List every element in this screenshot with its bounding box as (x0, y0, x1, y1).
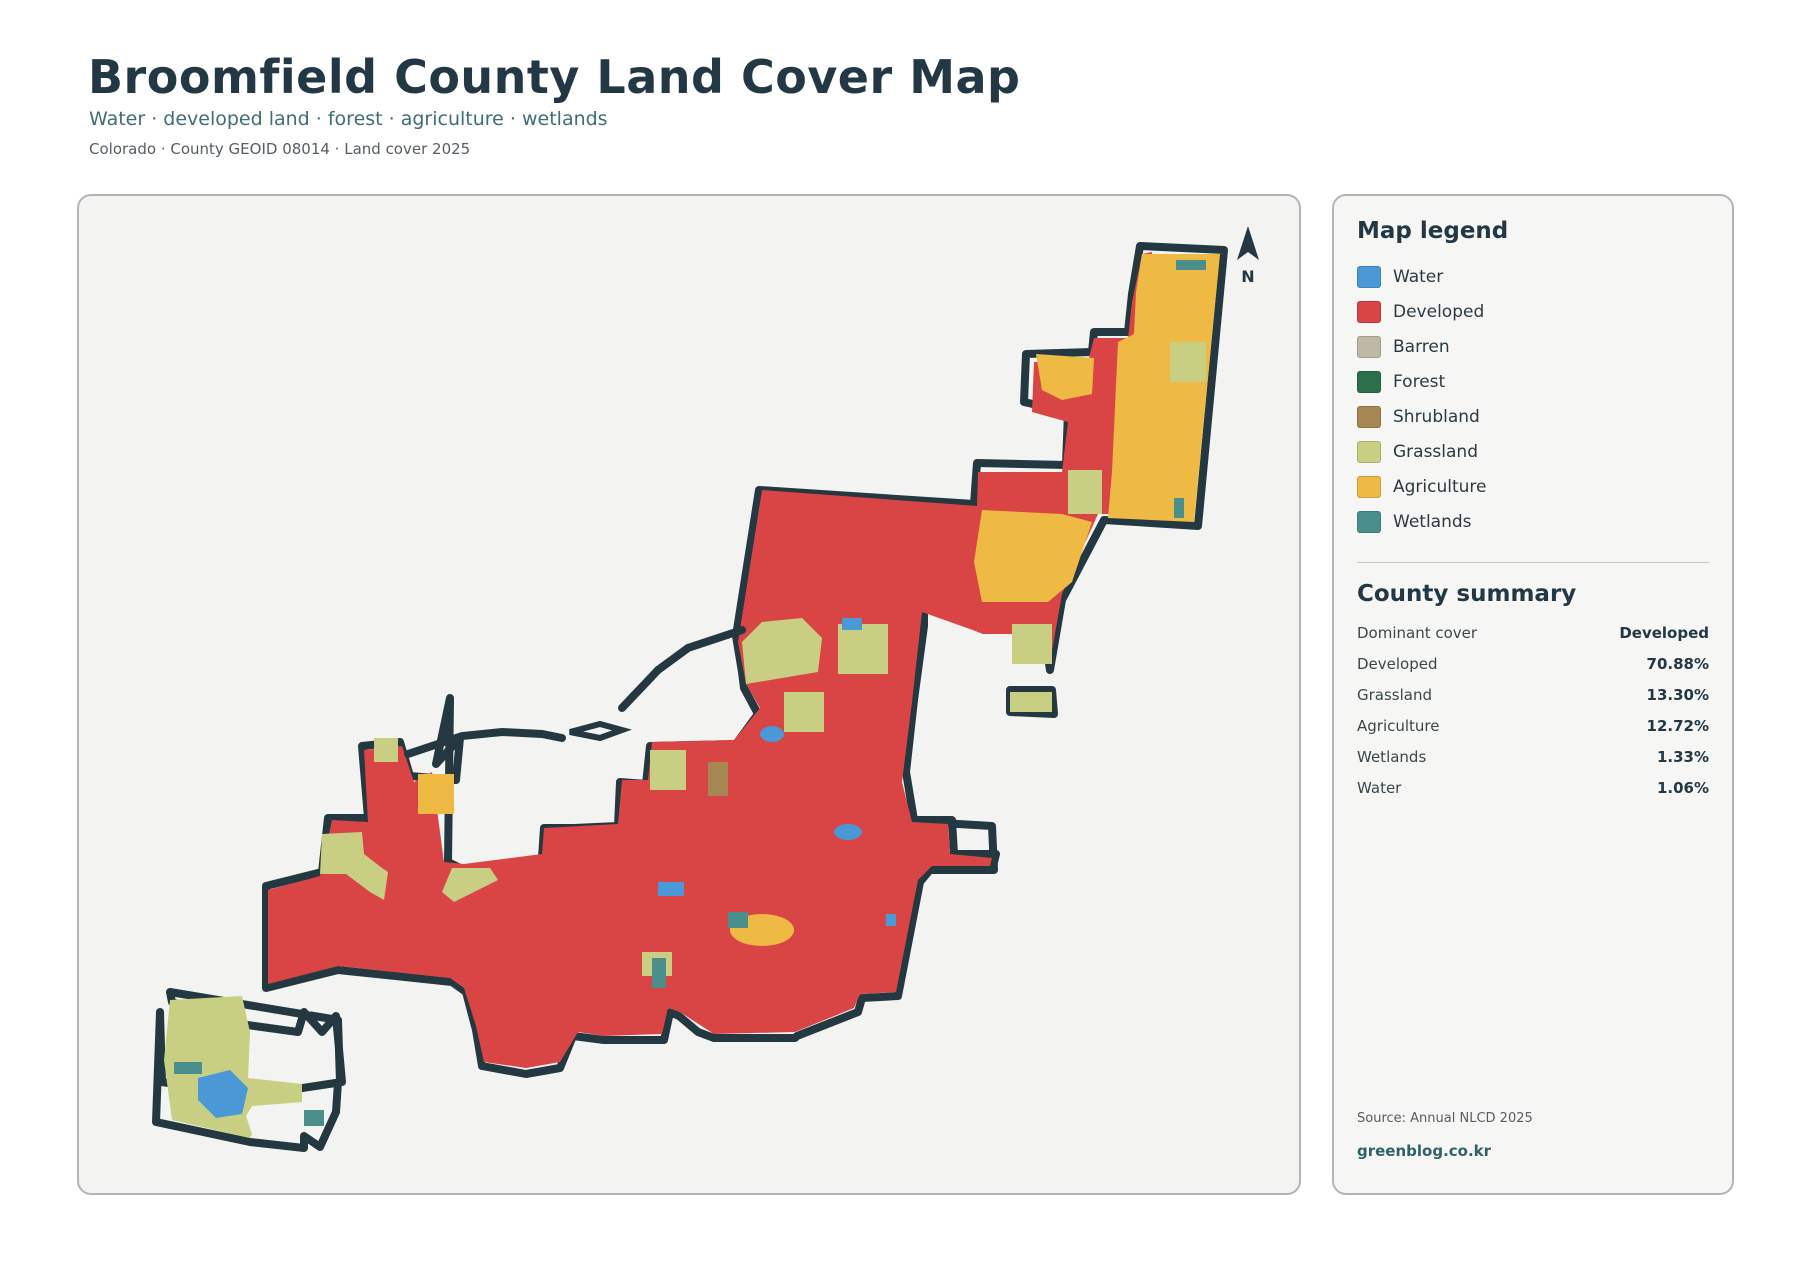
grassland-area-west-park (164, 996, 302, 1138)
map-panel[interactable]: N (77, 194, 1301, 1195)
land-cover-map[interactable]: N (79, 196, 1301, 1195)
summary-label: Dominant cover (1357, 624, 1478, 642)
summary-row-agriculture: Agriculture 12.72% (1357, 717, 1709, 735)
grassland-area-mid-north-2 (784, 692, 824, 732)
legend-swatch-wetlands (1357, 511, 1381, 533)
agriculture-area-west (418, 774, 454, 814)
water-area-north (760, 726, 784, 742)
panel-divider (1357, 562, 1709, 563)
north-arrow: N (1237, 226, 1259, 286)
agriculture-area-mid-east (974, 510, 1092, 602)
legend-label: Water (1393, 267, 1444, 287)
county-boundary-main (262, 242, 1228, 1078)
summary-value: 70.88% (1646, 655, 1709, 673)
page-subtitle: Water · developed land · forest · agricu… (89, 108, 608, 130)
agriculture-area-northeast (1108, 254, 1220, 522)
wetlands-area-east (1174, 498, 1184, 518)
north-label: N (1241, 267, 1254, 286)
shrubland-area (708, 762, 728, 796)
summary-label: Wetlands (1357, 748, 1427, 766)
legend-label: Forest (1393, 372, 1446, 392)
legend-item-developed: Developed (1357, 300, 1484, 324)
site-link[interactable]: greenblog.co.kr (1357, 1142, 1492, 1160)
summary-value: 12.72% (1646, 717, 1709, 735)
summary-value: 13.30% (1646, 686, 1709, 704)
wetlands-area-west-2 (304, 1110, 324, 1126)
page-meta: Colorado · County GEOID 08014 · Land cov… (89, 140, 471, 158)
water-area-south (658, 882, 684, 896)
summary-label: Developed (1357, 655, 1438, 673)
legend-title: Map legend (1357, 218, 1509, 244)
summary-value: Developed (1619, 624, 1709, 642)
grassland-area-north-center (838, 624, 888, 674)
legend-swatch-barren (1357, 336, 1381, 358)
legend-swatch-shrubland (1357, 406, 1381, 428)
side-panel: Map legend Water Developed Barren Forest… (1332, 194, 1734, 1195)
north-arrow-icon (1237, 226, 1259, 260)
summary-value: 1.06% (1656, 779, 1709, 797)
legend-item-barren: Barren (1357, 335, 1450, 359)
corridor-boundary-link (569, 720, 632, 742)
grassland-area-southeast-parcel (1010, 692, 1052, 712)
summary-row-developed: Developed 70.88% (1357, 655, 1709, 673)
legend-label: Barren (1393, 337, 1450, 357)
summary-row-water: Water 1.06% (1357, 779, 1709, 797)
grassland-area-ridge (374, 738, 398, 762)
legend-item-agriculture: Agriculture (1357, 475, 1487, 499)
legend-swatch-agriculture (1357, 476, 1381, 498)
grassland-area-northeast-block (1170, 342, 1206, 382)
legend-label: Wetlands (1393, 512, 1472, 532)
legend-item-shrubland: Shrubland (1357, 405, 1480, 429)
grassland-area-south-pocket (442, 868, 498, 902)
grassland-area-mid-north (650, 750, 686, 790)
legend-item-water: Water (1357, 265, 1443, 289)
source-note: Source: Annual NLCD 2025 (1357, 1111, 1533, 1126)
water-area-center (834, 824, 862, 840)
legend-item-grassland: Grassland (1357, 440, 1478, 464)
wetlands-area-south (652, 958, 666, 988)
water-area-north-pond (842, 618, 862, 630)
legend-label: Grassland (1393, 442, 1478, 462)
grassland-area-east-block (1068, 470, 1102, 514)
water-area-east (886, 914, 896, 926)
agriculture-area-north-corner (1036, 354, 1094, 400)
legend-swatch-forest (1357, 371, 1381, 393)
legend-label: Shrubland (1393, 407, 1480, 427)
corridor-boundary (404, 727, 566, 758)
grassland-area-northwest (742, 618, 822, 684)
wetlands-area-northeast (1176, 260, 1206, 270)
summary-row-grassland: Grassland 13.30% (1357, 686, 1709, 704)
summary-title: County summary (1357, 581, 1577, 607)
wetlands-area-west (174, 1062, 202, 1074)
legend-label: Developed (1393, 302, 1485, 322)
page-title: Broomfield County Land Cover Map (88, 50, 1021, 104)
legend-swatch-water (1357, 266, 1381, 288)
county-boundary-southeast-strip (921, 818, 998, 874)
summary-row-dominant: Dominant cover Developed (1357, 624, 1709, 642)
corridor-boundary-east (618, 626, 746, 712)
county-boundary (152, 242, 1228, 1152)
legend-swatch-grassland (1357, 441, 1381, 463)
summary-row-wetlands: Wetlands 1.33% (1357, 748, 1709, 766)
developed-area (268, 338, 1128, 1068)
legend-swatch-developed (1357, 301, 1381, 323)
wetlands-area-center (728, 912, 748, 928)
grassland-area-west-corridor (320, 832, 388, 900)
summary-label: Agriculture (1357, 717, 1440, 735)
summary-label: Grassland (1357, 686, 1432, 704)
legend-label: Agriculture (1393, 477, 1487, 497)
summary-label: Water (1357, 779, 1402, 797)
water-area-west-lake (198, 1070, 248, 1118)
summary-value: 1.33% (1656, 748, 1709, 766)
grassland-area-southeast-strip (1012, 624, 1052, 664)
county-boundary-west (152, 988, 346, 1152)
legend-item-wetlands: Wetlands (1357, 510, 1472, 534)
legend-item-forest: Forest (1357, 370, 1445, 394)
